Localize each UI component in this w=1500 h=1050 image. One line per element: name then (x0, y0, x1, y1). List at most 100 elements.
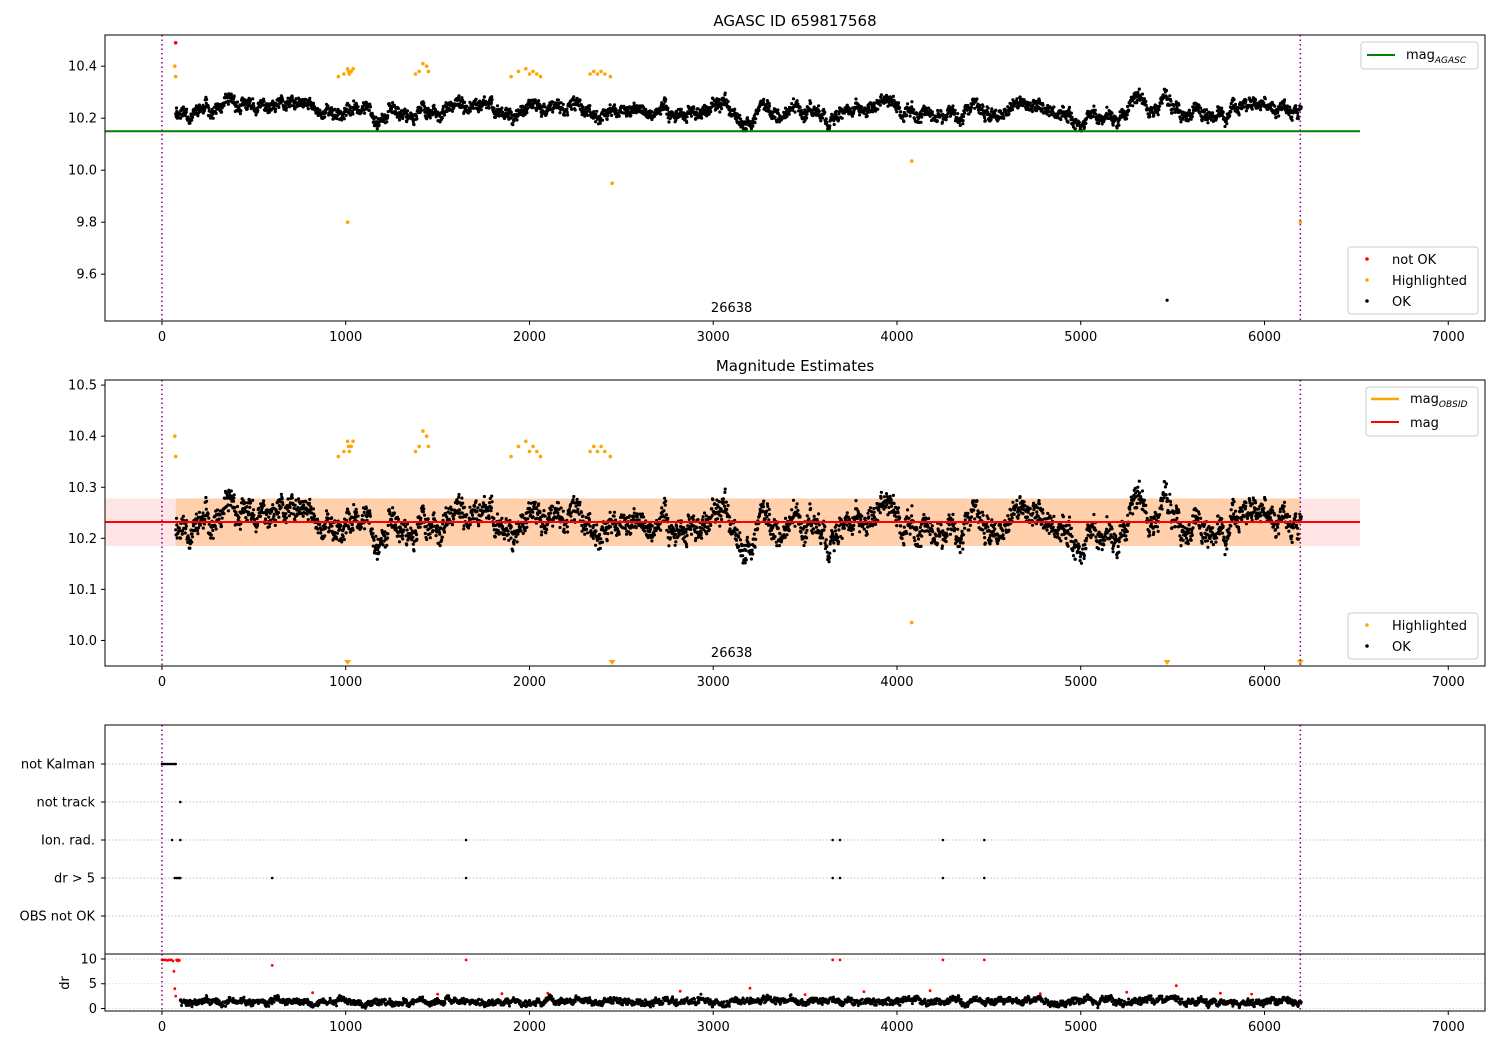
ok-point (1173, 110, 1177, 114)
ok-point (1250, 107, 1254, 111)
ok-point (635, 512, 639, 516)
highlighted-point (426, 69, 431, 74)
ok-point (396, 517, 400, 522)
ok-point (895, 110, 899, 114)
highlighted-point (535, 72, 539, 76)
ok-point (791, 498, 796, 502)
ok-point (190, 115, 195, 119)
ok-point (460, 96, 464, 100)
ok-point (919, 120, 923, 124)
ok-point (951, 104, 955, 108)
ok-point (326, 512, 330, 516)
highlighted-point (527, 72, 532, 76)
ok-point (684, 530, 688, 534)
ok-point (545, 112, 549, 116)
ok-point (178, 536, 183, 540)
ok-point (434, 534, 438, 538)
ok-point (842, 111, 847, 115)
ok-point (489, 509, 493, 513)
ok-point (231, 499, 236, 503)
ok-point (993, 111, 997, 116)
panel1-title: AGASC ID 659817568 (713, 12, 876, 30)
ok-point (628, 514, 632, 518)
ok-point (662, 102, 666, 106)
ok-point (188, 546, 192, 550)
ok-point (1229, 110, 1233, 114)
ok-point (1211, 111, 1215, 115)
ok-point (827, 556, 832, 560)
ok-point (749, 557, 754, 561)
ok-point (482, 494, 486, 499)
ok-point (562, 527, 566, 531)
ok-point (397, 540, 402, 544)
ok-point (226, 509, 230, 513)
ok-point (397, 118, 402, 122)
ok-point (306, 107, 310, 111)
ok-point (570, 107, 574, 111)
ok-point (360, 514, 364, 518)
ok-point (581, 105, 585, 109)
ok-point (1206, 121, 1210, 125)
ok-point (205, 499, 209, 503)
legend-ok-label: OK (1392, 295, 1411, 310)
highlighted-point (608, 74, 613, 79)
ok-point (253, 107, 257, 111)
ok-point (495, 104, 500, 108)
ok-point (640, 512, 645, 516)
ok-point (581, 514, 585, 518)
ok-point (975, 97, 979, 101)
panel1-legend-lines: magAGASC (1360, 41, 1479, 70)
panel-agasc: AGASC ID 659817568 0 1000 2000 3000 4000 5000… (68, 12, 1486, 345)
ok-point (867, 105, 871, 109)
ok-point (474, 97, 478, 101)
ok-point (741, 554, 745, 558)
ok-point (290, 496, 294, 500)
ok-point (344, 531, 348, 535)
ok-point (542, 509, 546, 513)
ok-point (301, 514, 305, 518)
ok-point (685, 120, 689, 124)
ok-point (405, 528, 409, 532)
ok-point (352, 99, 356, 103)
ok-point (335, 531, 339, 535)
ok-point (1225, 122, 1229, 126)
ok-point (819, 541, 823, 546)
ok-point (350, 523, 354, 527)
ok-point (418, 525, 422, 529)
ok-point (477, 524, 481, 528)
ok-point (462, 505, 467, 509)
ok-point (232, 493, 236, 497)
ok-point (198, 523, 202, 527)
ok-point (1199, 106, 1203, 110)
ok-point (994, 108, 998, 112)
ok-point (735, 528, 739, 532)
ok-point (356, 514, 360, 518)
ok-point (723, 91, 727, 95)
ok-point (414, 114, 419, 118)
ok-point (550, 504, 555, 508)
ok-point (805, 528, 809, 532)
ok-point (215, 508, 220, 512)
highlighted-point (538, 74, 543, 79)
highlighted-point (421, 61, 425, 66)
x-tick-label: 2000 (513, 330, 546, 345)
ok-point (556, 98, 561, 102)
ok-point (608, 103, 612, 107)
ok-point (652, 533, 657, 537)
ok-point (685, 533, 689, 538)
ok-point (908, 114, 912, 118)
ok-point (753, 545, 757, 549)
ok-point (296, 506, 300, 510)
highlighted-point (516, 69, 521, 74)
ok-point (1259, 108, 1263, 112)
x-tick-label: 3000 (697, 330, 730, 345)
ok-point (197, 526, 201, 530)
ok-point (203, 517, 207, 522)
ok-point (207, 106, 211, 110)
ok-point (196, 114, 200, 118)
ok-point (185, 107, 189, 111)
ok-point (181, 514, 185, 518)
ok-point (428, 536, 432, 540)
ok-point (989, 117, 993, 122)
ok-point (197, 510, 201, 514)
